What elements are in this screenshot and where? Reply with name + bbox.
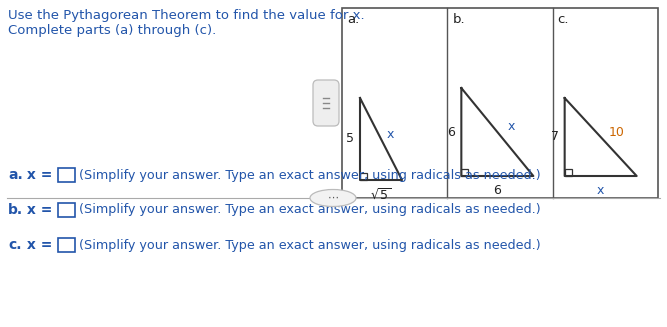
Bar bbox=[565, 169, 572, 176]
Text: Complete parts (a) through (c).: Complete parts (a) through (c). bbox=[8, 24, 216, 37]
Text: x: x bbox=[508, 119, 515, 132]
Text: ⋯: ⋯ bbox=[327, 193, 339, 203]
Text: x: x bbox=[597, 184, 604, 197]
Text: c.: c. bbox=[8, 238, 21, 252]
Text: $\sqrt{5}$: $\sqrt{5}$ bbox=[370, 188, 392, 203]
Bar bbox=[360, 173, 367, 180]
Text: (Simplify your answer. Type an exact answer, using radicals as needed.): (Simplify your answer. Type an exact ans… bbox=[79, 203, 541, 216]
Text: 6: 6 bbox=[494, 184, 502, 197]
Text: x =: x = bbox=[22, 238, 57, 252]
Text: a.: a. bbox=[347, 13, 360, 26]
Text: 5: 5 bbox=[346, 132, 354, 146]
Bar bbox=[58, 203, 75, 217]
Bar bbox=[58, 238, 75, 252]
Text: 6: 6 bbox=[448, 126, 456, 139]
Text: x: x bbox=[386, 128, 394, 141]
Text: a.: a. bbox=[8, 168, 23, 182]
Text: b.: b. bbox=[452, 13, 465, 26]
Text: 7: 7 bbox=[551, 130, 559, 144]
FancyBboxPatch shape bbox=[313, 80, 339, 126]
Text: (Simplify your answer. Type an exact answer, using radicals as needed.): (Simplify your answer. Type an exact ans… bbox=[79, 238, 541, 251]
Text: x =: x = bbox=[22, 168, 57, 182]
Text: 10: 10 bbox=[609, 126, 624, 139]
Text: Use the Pythagorean Theorem to find the value for x.: Use the Pythagorean Theorem to find the … bbox=[8, 9, 365, 22]
Text: b.: b. bbox=[8, 203, 23, 217]
Bar bbox=[342, 8, 658, 198]
Text: (Simplify your answer. Type an exact answer, using radicals as needed.): (Simplify your answer. Type an exact ans… bbox=[79, 168, 541, 181]
Bar bbox=[58, 168, 75, 182]
Text: c.: c. bbox=[558, 13, 569, 26]
Ellipse shape bbox=[310, 190, 356, 206]
Text: x =: x = bbox=[22, 203, 57, 217]
Bar bbox=[462, 169, 468, 176]
